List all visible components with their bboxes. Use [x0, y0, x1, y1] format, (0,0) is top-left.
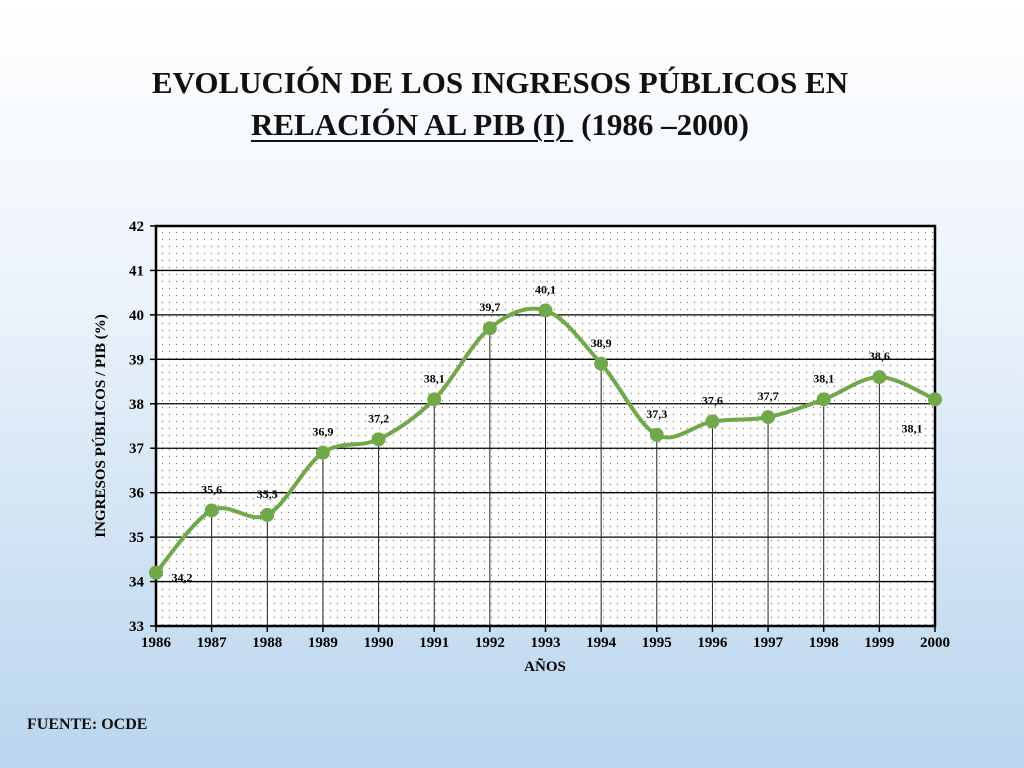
data-label: 40,1 — [535, 282, 556, 296]
data-point — [482, 321, 497, 336]
y-tick-label: 36 — [129, 486, 145, 502]
data-label: 39,7 — [479, 300, 500, 314]
data-label: 34,2 — [172, 571, 193, 585]
title-line-2: RELACIÓN AL PIB (I) (1986 –2000) — [0, 104, 1000, 146]
x-tick-label: 1998 — [809, 635, 839, 651]
x-tick-label: 1990 — [364, 635, 394, 651]
data-point — [260, 507, 275, 522]
data-labels: 34,2 35,6 35,5 36,9 37,2 38,1 39,7 40,1 38,9 37,3… — [172, 282, 923, 584]
y-tick-label: 42 — [129, 219, 144, 235]
data-point — [538, 303, 553, 318]
data-label: 37,3 — [646, 407, 667, 421]
data-label: 37,6 — [702, 394, 723, 408]
y-tick-label: 33 — [129, 619, 144, 635]
data-point — [149, 565, 163, 580]
data-point — [761, 410, 776, 425]
x-axis-ticks: 1986 1987 1988 1989 1990 1991 1992 1993 1994 1995… — [141, 626, 950, 651]
x-tick-label: 1997 — [753, 635, 784, 651]
y-axis-label: INGRESOS PÚBLICOS / PIB (%) — [92, 314, 109, 537]
source-note: FUENTE: OCDE — [27, 716, 148, 733]
x-tick-label: 1995 — [642, 635, 672, 651]
x-tick-label: 1993 — [531, 635, 561, 651]
y-tick-label: 38 — [129, 397, 144, 413]
data-label: 37,2 — [368, 411, 389, 425]
x-tick-label: 1999 — [864, 635, 894, 651]
title-line-2-underlined: RELACIÓN AL PIB (I) — [250, 107, 574, 142]
drop-lines — [211, 310, 880, 626]
data-label: 36,9 — [312, 425, 333, 439]
data-label: 38,6 — [869, 349, 890, 363]
data-label: 38,1 — [424, 371, 445, 385]
data-point — [816, 392, 831, 407]
y-axis-ticks: 33 34 35 36 37 38 39 40 41 42 — [129, 219, 156, 635]
data-label: 35,5 — [257, 487, 278, 501]
x-tick-label: 1996 — [697, 635, 728, 651]
series-markers — [149, 303, 942, 580]
title-line-2-years: (1986 –2000) — [581, 107, 749, 142]
x-tick-label: 1992 — [475, 635, 505, 651]
data-label: 38,1 — [902, 421, 923, 435]
data-point — [872, 370, 887, 385]
data-label: 35,6 — [201, 482, 222, 496]
y-tick-label: 39 — [129, 352, 144, 368]
title-line-1: EVOLUCIÓN DE LOS INGRESOS PÚBLICOS EN — [151, 65, 849, 100]
x-tick-label: 1987 — [197, 635, 228, 651]
y-tick-label: 41 — [129, 263, 144, 279]
y-tick-label: 34 — [129, 575, 145, 591]
x-tick-label: 1988 — [252, 635, 282, 651]
x-tick-label: 2000 — [920, 635, 950, 651]
data-point — [705, 414, 720, 429]
y-tick-label: 35 — [129, 530, 144, 546]
data-point — [204, 503, 219, 518]
data-label: 37,7 — [758, 389, 779, 403]
data-point — [649, 427, 664, 442]
data-point — [928, 392, 942, 407]
data-point — [371, 432, 386, 447]
y-tick-label: 37 — [129, 441, 145, 457]
x-tick-label: 1994 — [586, 635, 617, 651]
chart-title: EVOLUCIÓN DE LOS INGRESOS PÚBLICOS EN RE… — [0, 62, 1000, 146]
y-tick-label: 40 — [129, 308, 144, 324]
x-tick-label: 1986 — [141, 635, 172, 651]
data-label: 38,1 — [813, 371, 834, 385]
x-tick-label: 1989 — [308, 635, 338, 651]
data-point — [315, 445, 330, 460]
data-label: 38,9 — [591, 336, 612, 350]
data-point — [427, 392, 442, 407]
x-tick-label: 1991 — [419, 635, 449, 651]
series-line — [154, 306, 937, 575]
x-axis-label: AÑOS — [524, 657, 566, 675]
data-point — [594, 356, 609, 371]
